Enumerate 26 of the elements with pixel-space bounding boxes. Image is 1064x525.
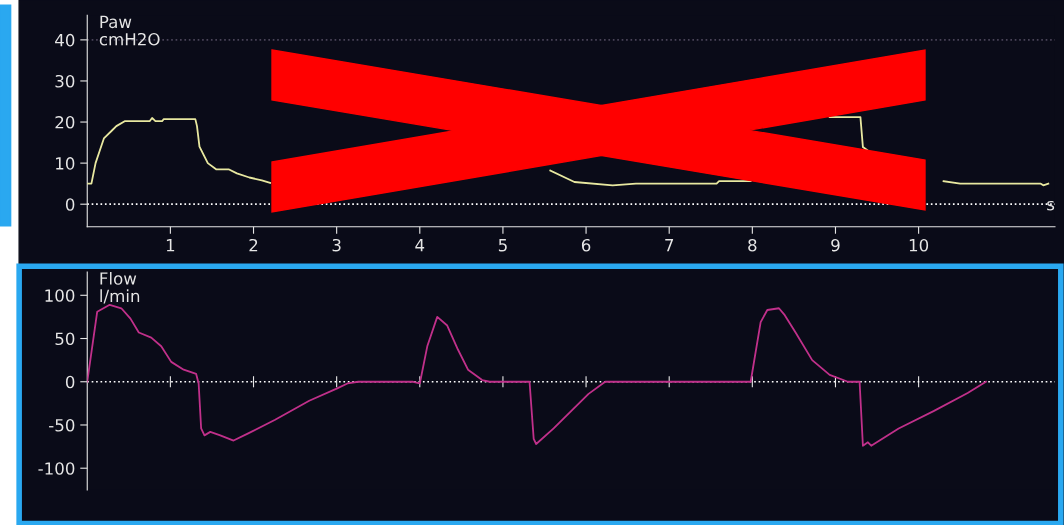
x-tick-label: 5 — [498, 239, 507, 252]
y-tick-label: 30 — [55, 74, 75, 88]
y-tick-label: 40 — [55, 33, 75, 47]
y-tick-label: -50 — [49, 418, 75, 432]
x-tick-label: 2 — [249, 238, 258, 252]
x-tick-label: 3 — [332, 238, 341, 252]
y-tick-label: -100 — [38, 462, 75, 475]
y-tick-label: 100 — [45, 289, 75, 302]
line-series — [87, 303, 987, 447]
chart-title: Flow — [100, 271, 137, 285]
x-tick-label: 10 — [909, 238, 929, 252]
x-tick-label: 7 — [665, 239, 674, 252]
x-tick-label: 9 — [831, 238, 840, 252]
y-tick-label: 10 — [56, 157, 75, 170]
chart-title: Paw — [100, 15, 132, 29]
x-tick-label: 6 — [581, 238, 591, 252]
x-tick-label: 4 — [415, 239, 425, 252]
x-tick-label: 8 — [748, 238, 757, 252]
x-tick-label: 1 — [166, 239, 175, 252]
y-tick-label: 0 — [65, 198, 75, 211]
y-axis-title: cmH2O — [99, 32, 160, 46]
y-tick-label: 20 — [55, 116, 75, 129]
y-axis-title: l/min — [100, 289, 140, 304]
y-tick-label: 50 — [55, 332, 75, 346]
y-tick-label: 0 — [65, 375, 75, 389]
x-axis-title: s — [1047, 200, 1055, 211]
